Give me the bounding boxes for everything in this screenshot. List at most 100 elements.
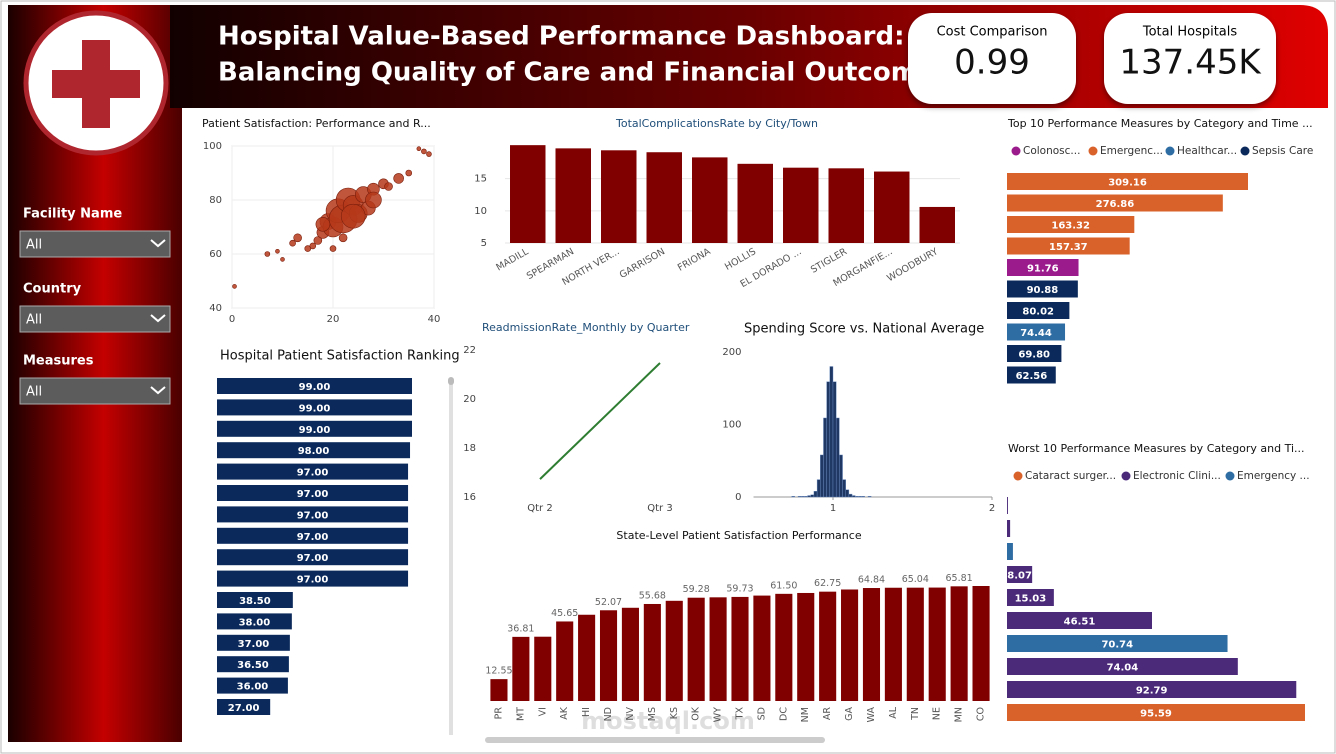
chevron bbox=[150, 386, 166, 395]
bar bbox=[512, 636, 530, 701]
value-label: 65.04 bbox=[902, 574, 929, 585]
chart-title: Hospital Patient Satisfaction Ranking bbox=[220, 349, 460, 364]
x-tick-label: MT bbox=[515, 707, 526, 721]
bar bbox=[884, 587, 902, 701]
x-tick-label: NE bbox=[932, 707, 943, 720]
kpi-value: 137.45K bbox=[1119, 43, 1262, 83]
bar bbox=[816, 479, 821, 498]
x-tick-label: 1 bbox=[830, 503, 836, 514]
kpi-value: 0.99 bbox=[954, 43, 1030, 83]
point bbox=[264, 251, 271, 257]
point bbox=[338, 233, 348, 243]
bar bbox=[578, 614, 596, 701]
bar bbox=[217, 442, 411, 459]
bar bbox=[775, 593, 793, 701]
scroll-thumb[interactable] bbox=[448, 377, 454, 385]
value-label: 163.32 bbox=[1051, 221, 1090, 232]
value-label: 36.81 bbox=[507, 623, 534, 634]
point bbox=[340, 203, 366, 229]
value-label: 74.04 bbox=[1107, 663, 1139, 674]
chart-title: Patient Satisfaction: Performance and R.… bbox=[202, 117, 431, 130]
point bbox=[421, 148, 427, 155]
chart-title: ReadmissionRate_Monthly by Quarter bbox=[482, 321, 690, 334]
bar bbox=[828, 168, 864, 243]
bar bbox=[599, 610, 618, 701]
value-label: 99.00 bbox=[299, 403, 331, 414]
bar bbox=[804, 496, 808, 498]
x-tick-label: TX bbox=[735, 707, 746, 721]
y-tick-label: 100 bbox=[722, 420, 741, 431]
scrollbar[interactable] bbox=[485, 737, 825, 743]
value-label: 99.00 bbox=[299, 425, 331, 436]
value-label: 157.37 bbox=[1049, 242, 1088, 253]
value-label: 97.00 bbox=[297, 553, 329, 564]
bar bbox=[753, 595, 771, 701]
value-label: 309.16 bbox=[1108, 178, 1147, 189]
y-tick-label: 100 bbox=[203, 141, 222, 152]
bar bbox=[217, 570, 409, 587]
bar bbox=[832, 381, 837, 498]
value-label: 27.00 bbox=[228, 703, 260, 714]
value-label: 12.55 bbox=[485, 666, 512, 677]
point bbox=[329, 245, 337, 252]
value-label: 37.00 bbox=[238, 639, 270, 650]
bar bbox=[1007, 704, 1305, 721]
bar bbox=[737, 163, 773, 243]
dropdown[interactable] bbox=[19, 230, 171, 258]
bar bbox=[841, 589, 859, 701]
value-label: 97.00 bbox=[297, 510, 329, 521]
x-tick-label: MS bbox=[647, 707, 658, 721]
bar bbox=[783, 167, 819, 243]
value-label: 62.75 bbox=[814, 578, 841, 589]
point bbox=[304, 245, 312, 252]
bar bbox=[823, 417, 827, 498]
value-label: 92.79 bbox=[1136, 686, 1168, 697]
bar bbox=[972, 586, 990, 701]
bar bbox=[807, 495, 811, 498]
bar bbox=[646, 152, 682, 243]
bar bbox=[810, 494, 815, 498]
y-tick-label: 0 bbox=[735, 492, 741, 503]
bar bbox=[1007, 323, 1066, 341]
point bbox=[405, 169, 413, 177]
chart-title: Top 10 Performance Measures by Category … bbox=[1007, 117, 1313, 130]
bar bbox=[1007, 345, 1062, 362]
bar bbox=[643, 603, 661, 701]
bar bbox=[950, 586, 968, 701]
dropdown[interactable] bbox=[19, 305, 171, 333]
bar bbox=[835, 417, 840, 498]
bar bbox=[862, 588, 881, 701]
x-tick-label: WY bbox=[713, 707, 724, 722]
x-tick-label: GA bbox=[844, 707, 855, 721]
bar bbox=[1007, 366, 1056, 384]
bar bbox=[1007, 566, 1033, 583]
legend-marker bbox=[1240, 146, 1250, 156]
x-tick-label: NM bbox=[800, 707, 811, 722]
bar bbox=[217, 506, 409, 523]
value-label: 95.59 bbox=[1140, 709, 1172, 720]
y-tick-label: 60 bbox=[209, 249, 222, 260]
kpi-card bbox=[908, 13, 1076, 104]
y-tick-label: 80 bbox=[209, 195, 222, 206]
bar bbox=[731, 596, 749, 701]
y-tick-label: 40 bbox=[209, 303, 222, 314]
dropdown-value: All bbox=[26, 313, 42, 328]
legend-marker bbox=[1165, 146, 1175, 156]
x-tick-label: TN bbox=[910, 707, 921, 721]
dropdown-value: All bbox=[26, 385, 42, 400]
bar bbox=[791, 496, 796, 498]
x-tick-label: WA bbox=[866, 707, 877, 723]
point bbox=[365, 191, 382, 209]
x-tick-label: AK bbox=[559, 706, 570, 719]
bar bbox=[1007, 237, 1130, 255]
y-tick-label: 10 bbox=[474, 206, 487, 217]
bar bbox=[839, 454, 843, 498]
x-tick-label: SD bbox=[756, 707, 767, 720]
value-label: 55.68 bbox=[639, 590, 666, 601]
dropdown[interactable] bbox=[19, 377, 171, 405]
bar bbox=[874, 171, 910, 243]
filter-label: Facility Name bbox=[23, 207, 122, 222]
bar bbox=[845, 489, 850, 498]
bar bbox=[217, 549, 409, 566]
